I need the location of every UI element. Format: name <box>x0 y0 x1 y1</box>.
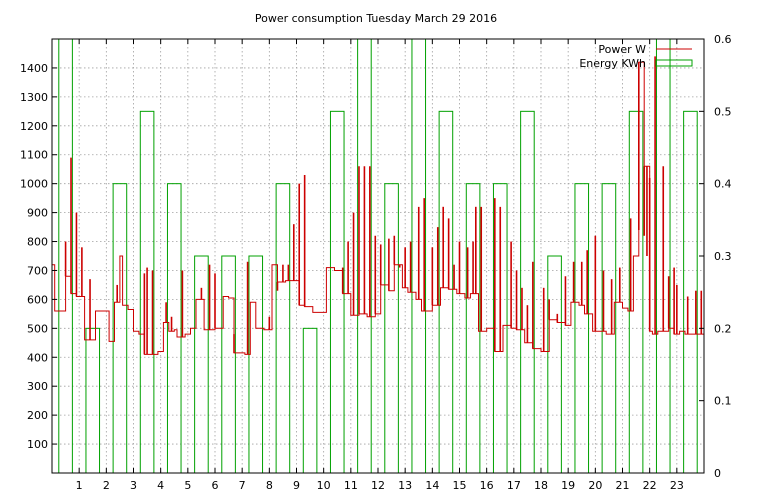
y-tick-label: 1300 <box>20 91 48 104</box>
y2-tick-label: 0.3 <box>714 250 732 263</box>
legend: Power W Energy KWh <box>579 43 693 70</box>
y-tick-label: 800 <box>27 236 48 249</box>
y-tick-label: 500 <box>27 322 48 335</box>
y-tick-label: 700 <box>27 264 48 277</box>
y-tick-label: 1200 <box>20 120 48 133</box>
x-tick-label: 5 <box>184 479 191 492</box>
y-tick-label: 400 <box>27 351 48 364</box>
x-tick-label: 3 <box>130 479 137 492</box>
x-tick-label: 20 <box>588 479 602 492</box>
y-tick-label: 1000 <box>20 178 48 191</box>
x-axis-ticks: 1 2 3 4 5 6 7 8 9 10 11 12 13 14 15 16 17 18 19 20 21 22 23 <box>76 39 684 492</box>
power-step-line <box>52 61 704 355</box>
plot-frame <box>51 38 705 474</box>
x-tick-label: 7 <box>239 479 246 492</box>
energy-bar <box>221 255 236 474</box>
energy-bar <box>302 327 318 474</box>
y2-tick-label: 0.4 <box>714 178 732 191</box>
energy-bar <box>85 327 101 474</box>
y-tick-label: 200 <box>27 409 48 422</box>
y-tick-label: 300 <box>27 380 48 393</box>
x-tick-label: 19 <box>561 479 575 492</box>
x-tick-label: 14 <box>425 479 439 492</box>
x-tick-label: 6 <box>212 479 219 492</box>
energy-bar <box>438 110 454 474</box>
x-tick-label: 4 <box>157 479 164 492</box>
x-tick-label: 1 <box>76 479 83 492</box>
x-tick-label: 17 <box>507 479 521 492</box>
y2-tick-label: 0.6 <box>714 33 732 46</box>
energy-bar <box>275 183 291 474</box>
x-tick-label: 12 <box>371 479 385 492</box>
y-tick-label: 600 <box>27 293 48 306</box>
legend-swatch-energy <box>655 59 693 67</box>
energy-bar <box>547 255 562 474</box>
y2-tick-label: 0.5 <box>714 105 732 118</box>
x-tick-label: 13 <box>398 479 412 492</box>
x-tick-label: 21 <box>616 479 630 492</box>
x-tick-label: 15 <box>453 479 467 492</box>
y2-tick-label: 0.1 <box>714 395 732 408</box>
y-tick-label: 100 <box>27 438 48 451</box>
y2-tick-label: 0.2 <box>714 322 732 335</box>
legend-label-energy: Energy KWh <box>579 57 646 70</box>
y-tick-label: 1100 <box>20 149 48 162</box>
x-tick-label: 9 <box>293 479 300 492</box>
y2-tick-label: 0 <box>714 467 721 480</box>
grid-lines <box>52 39 704 473</box>
y-axis-ticks: 100 200 300 400 500 600 700 800 900 1000 1100 1200 1… <box>20 62 57 451</box>
y-tick-label: 900 <box>27 207 48 220</box>
energy-bar <box>248 255 264 474</box>
x-tick-label: 16 <box>480 479 494 492</box>
power-line <box>52 56 704 355</box>
y2-axis-ticks: 0 0.1 0.2 0.3 0.4 0.5 0.6 <box>699 33 732 480</box>
legend-label-power: Power W <box>598 43 646 56</box>
x-tick-label: 8 <box>266 479 273 492</box>
x-tick-label: 2 <box>103 479 110 492</box>
x-tick-label: 10 <box>317 479 331 492</box>
chart-title: Power consumption Tuesday March 29 2016 <box>255 12 497 25</box>
y-tick-label: 1400 <box>20 62 48 75</box>
x-tick-label: 11 <box>344 479 358 492</box>
x-tick-label: 18 <box>534 479 548 492</box>
x-tick-label: 23 <box>670 479 684 492</box>
x-tick-label: 22 <box>643 479 657 492</box>
